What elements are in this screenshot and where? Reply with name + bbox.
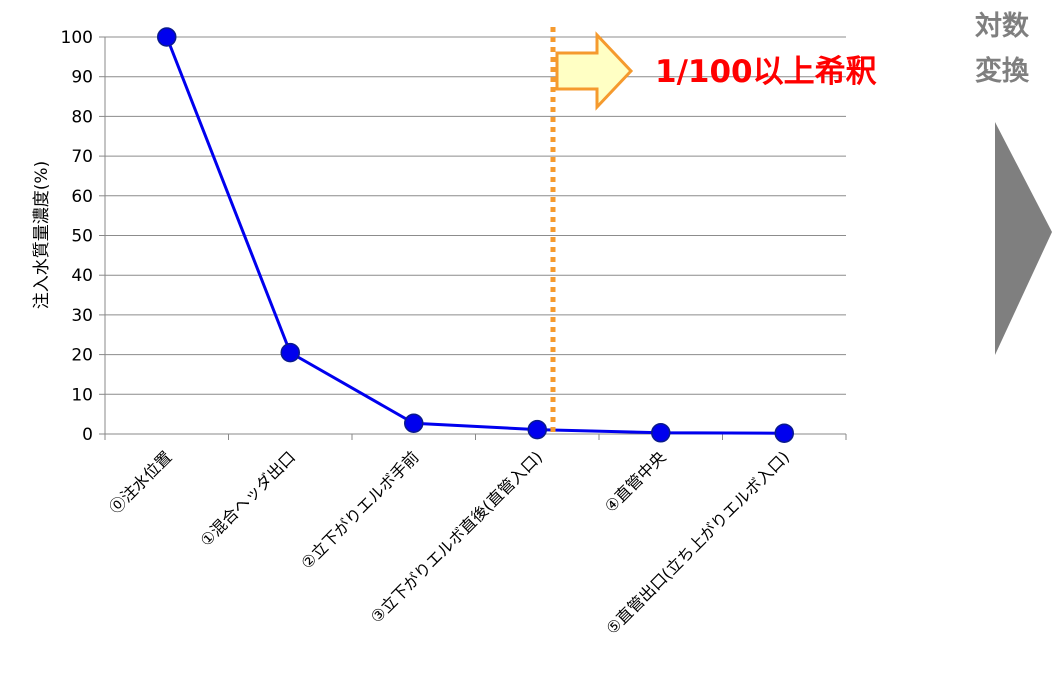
y-tick-label: 50: [71, 227, 93, 247]
data-point: [404, 413, 424, 434]
category-label: ⓪注水位置: [106, 447, 176, 517]
data-point: [774, 423, 794, 443]
y-axis-label: 注入水質量濃度(%): [32, 161, 52, 309]
dilution-arrow-icon: [555, 31, 634, 111]
log-transform-label-line2: 変換: [975, 55, 1030, 87]
y-tick-label: 40: [71, 266, 93, 286]
y-tick-label: 90: [71, 68, 93, 88]
y-tick-label: 80: [71, 107, 93, 127]
data-point: [651, 423, 671, 443]
y-tick-label: 30: [71, 306, 93, 326]
category-label: ②立下がりエルボ手前: [297, 447, 422, 572]
category-label: ①混合ヘッダ出口: [196, 447, 299, 550]
y-tick-label: 70: [71, 147, 93, 167]
dilution-annotation: 1/100以上希釈: [655, 54, 877, 90]
log-transform-arrow-icon: [995, 122, 1052, 355]
y-tick-label: 0: [82, 425, 93, 445]
y-tick-labels: 0 10 20 30 40 50 60 70 80 90 100: [61, 28, 105, 445]
y-tick-label: 60: [71, 187, 93, 207]
series-line: [165, 36, 785, 435]
data-point: [280, 342, 300, 363]
y-tick-label: 10: [71, 385, 93, 405]
y-tick-label: 100: [61, 28, 93, 48]
y-tick-label: 20: [71, 346, 93, 366]
x-tick-marks: [104, 434, 847, 440]
data-point: [527, 419, 547, 440]
series-group: [157, 27, 794, 443]
gridlines: [105, 36, 846, 395]
data-point: [157, 27, 177, 47]
log-transform-label-line1: 対数: [975, 11, 1030, 42]
category-label: ④直管中央: [601, 447, 670, 516]
